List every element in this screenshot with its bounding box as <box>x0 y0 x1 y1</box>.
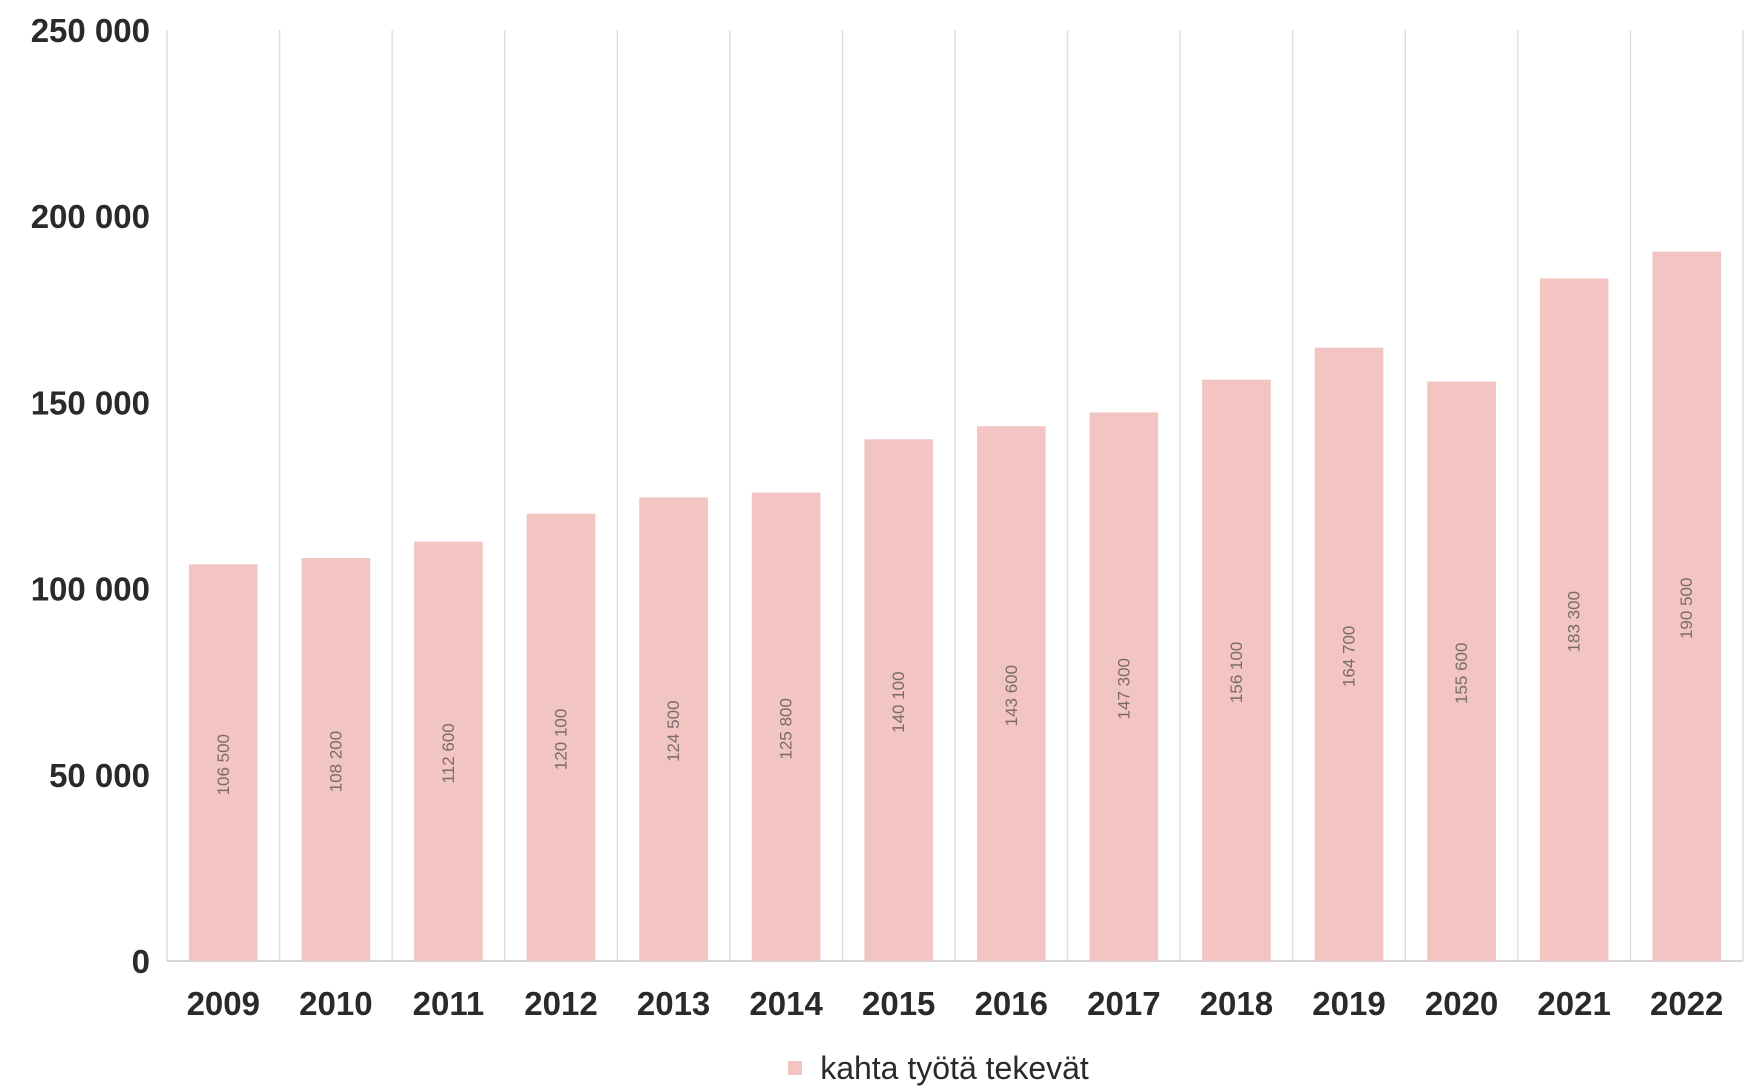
data-label: 147 300 <box>1114 658 1133 719</box>
y-tick-label: 250 000 <box>31 12 150 49</box>
x-tick-label: 2011 <box>413 985 485 1022</box>
x-tick-label: 2012 <box>524 985 597 1022</box>
x-tick-label: 2010 <box>299 985 372 1022</box>
bar <box>1089 412 1159 961</box>
legend-swatch <box>788 1061 803 1075</box>
bar <box>639 497 708 961</box>
data-label: 190 500 <box>1677 578 1696 639</box>
bar-chart: 0 50 000 100 000 150 000 200 000 250 000 106 5… <box>31 12 1744 1022</box>
y-tick-label: 200 000 <box>31 198 150 235</box>
x-tick-label: 2017 <box>1087 985 1160 1022</box>
x-tick-label: 2018 <box>1200 985 1273 1022</box>
x-tick-label: 2009 <box>187 985 260 1022</box>
x-tick-label: 2019 <box>1312 985 1385 1022</box>
y-tick-label: 0 <box>132 943 150 980</box>
legend-item: kahta työtä tekevät <box>788 1050 1089 1087</box>
legend-label: kahta työtä tekevät <box>820 1049 1089 1086</box>
bar <box>976 426 1046 961</box>
data-label: 155 600 <box>1452 643 1471 704</box>
bar <box>1314 347 1384 961</box>
data-label: 164 700 <box>1340 626 1359 687</box>
x-tick-label: 2014 <box>749 985 823 1022</box>
data-label: 140 100 <box>889 671 908 732</box>
data-label: 106 500 <box>214 734 233 795</box>
x-tick-label: 2013 <box>637 985 710 1022</box>
x-tick-label: 2021 <box>1537 985 1610 1022</box>
data-label: 143 600 <box>1002 665 1021 726</box>
bar <box>1202 379 1271 961</box>
data-label: 156 100 <box>1227 642 1246 703</box>
bar <box>1539 278 1609 961</box>
bar <box>301 558 371 961</box>
data-label: 108 200 <box>326 731 345 792</box>
x-tick-label: 2022 <box>1650 985 1723 1022</box>
bar <box>414 541 483 961</box>
x-tick-label: 2016 <box>975 985 1048 1022</box>
legend: kahta työtä tekevät <box>0 1046 1747 1087</box>
x-tick-label: 2020 <box>1425 985 1498 1022</box>
data-label: 124 500 <box>664 700 683 761</box>
data-label: 112 600 <box>439 723 458 783</box>
bar <box>188 564 258 961</box>
bar <box>1427 381 1496 961</box>
bar <box>751 492 821 961</box>
bar <box>526 513 596 961</box>
y-tick-label: 150 000 <box>31 384 150 421</box>
x-tick-label: 2015 <box>862 985 935 1022</box>
bar <box>864 439 934 962</box>
y-tick-label: 50 000 <box>49 757 150 794</box>
data-label: 125 800 <box>777 698 796 759</box>
data-label: 183 300 <box>1565 591 1584 652</box>
y-tick-label: 100 000 <box>31 571 150 608</box>
data-label: 120 100 <box>552 709 571 770</box>
bar <box>1652 251 1722 961</box>
